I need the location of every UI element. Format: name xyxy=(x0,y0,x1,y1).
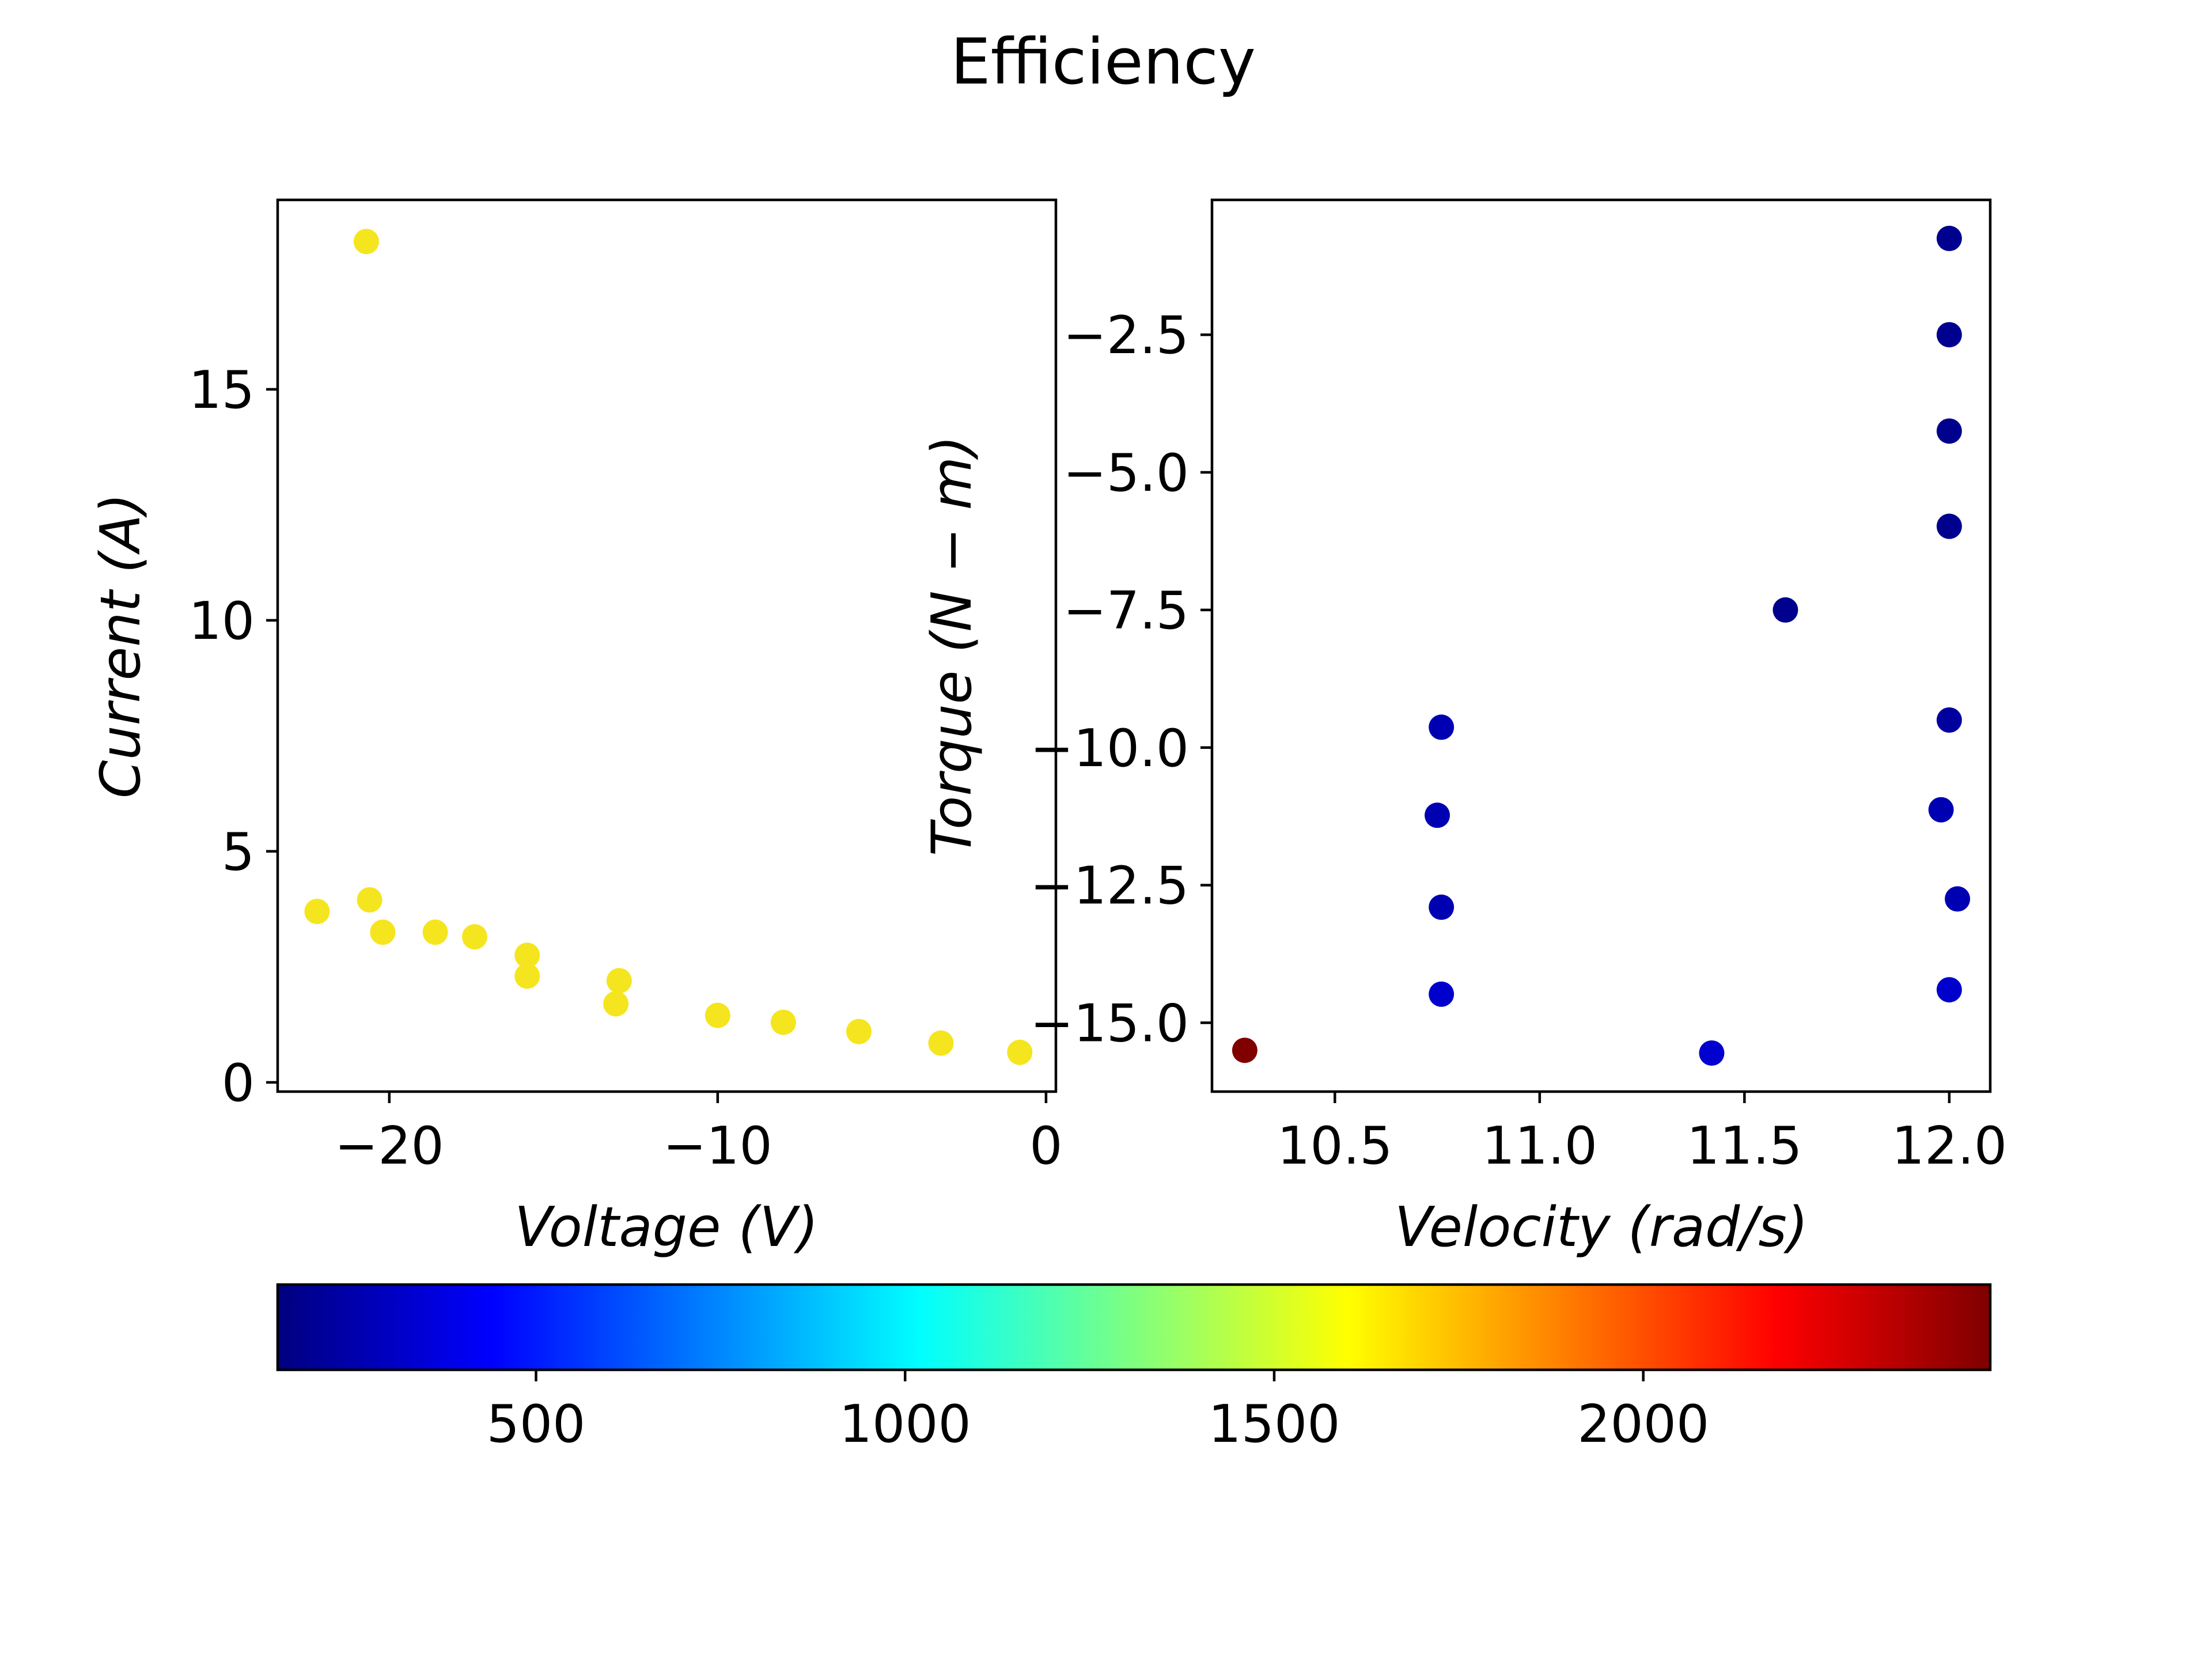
right-x-ticks: 10.5 11.0 11.5 12.0 xyxy=(1277,1092,2007,1176)
left-data-point xyxy=(304,899,330,925)
right-y-tick-label: −15.0 xyxy=(1030,994,1189,1054)
right-y-tick-label: −2.5 xyxy=(1063,305,1189,366)
left-y-axis-label: Current (A) xyxy=(89,493,153,798)
left-data-point xyxy=(353,229,379,255)
left-data-point xyxy=(704,1002,730,1028)
right-data-point xyxy=(1429,894,1455,920)
left-data-point xyxy=(846,1018,872,1044)
right-data-point xyxy=(1232,1037,1257,1063)
left-y-tick-label: 5 xyxy=(222,822,255,882)
left-x-tick-label: −10 xyxy=(663,1116,772,1176)
colorbar-tick-label: 1000 xyxy=(839,1394,971,1455)
right-data-point xyxy=(1936,225,1962,251)
right-x-tick-label: 10.5 xyxy=(1277,1116,1392,1176)
right-y-tick-label: −5.0 xyxy=(1063,443,1189,503)
right-plot-frame xyxy=(1210,198,1992,1093)
left-data-point xyxy=(928,1030,954,1056)
left-x-axis-label: Voltage (V) xyxy=(514,1196,818,1259)
right-panel: 10.5 11.0 11.5 12.0 −2.5−5.0−7.5−10.0−12.5−… xyxy=(921,198,2007,1259)
right-data-point xyxy=(1936,418,1962,444)
left-y-ticks: 0 5 10 15 xyxy=(188,360,278,1113)
left-data-point xyxy=(514,942,540,968)
colorbar-tick-label: 1500 xyxy=(1208,1394,1340,1455)
left-data-point xyxy=(514,963,540,989)
right-data-point xyxy=(1936,707,1962,733)
right-data-point xyxy=(1936,322,1962,348)
left-data-point xyxy=(1007,1039,1033,1065)
colorbar-frame xyxy=(276,1283,1992,1372)
left-data-point xyxy=(462,924,488,950)
right-points xyxy=(1232,225,1971,1066)
right-data-point xyxy=(1945,886,1971,912)
left-panel: −20 −10 0 0 5 10 15 Voltage (V) Current (A) xyxy=(89,198,1063,1259)
right-data-point xyxy=(1699,1040,1725,1066)
colorbar-tick-label: 500 xyxy=(487,1394,586,1455)
right-y-tick-label: −7.5 xyxy=(1063,581,1189,641)
left-plot-frame xyxy=(276,198,1058,1093)
left-data-point xyxy=(770,1009,796,1035)
right-data-point xyxy=(1936,513,1962,539)
right-data-point xyxy=(1928,797,1954,823)
left-points xyxy=(304,229,1033,1065)
left-data-point xyxy=(422,919,448,945)
left-x-ticks: −20 −10 0 xyxy=(335,1092,1063,1176)
right-y-axis-label: Torque (N − m) xyxy=(921,435,984,856)
right-data-point xyxy=(1429,981,1455,1007)
right-data-point xyxy=(1425,802,1450,828)
right-y-tick-label: −10.0 xyxy=(1030,718,1189,779)
right-data-point xyxy=(1429,714,1455,740)
left-x-tick-label: −20 xyxy=(335,1116,444,1176)
right-data-point xyxy=(1936,977,1962,1003)
left-y-tick-label: 15 xyxy=(188,360,255,421)
colorbar-ticks: 500 1000 1500 2000 xyxy=(487,1370,1709,1455)
colorbar-tick-label: 2000 xyxy=(1577,1394,1709,1455)
right-y-tick-label: −12.5 xyxy=(1030,856,1189,916)
right-y-ticks: −2.5 −5.0 −7.5 −10.0 −12.5 −15.0 xyxy=(1030,305,1212,1054)
left-data-point xyxy=(606,968,632,994)
colorbar: 500 1000 1500 2000 xyxy=(276,1283,1992,1455)
right-x-tick-label: 11.5 xyxy=(1687,1116,1802,1176)
left-data-point xyxy=(603,991,629,1017)
right-x-tick-label: 11.0 xyxy=(1482,1116,1597,1176)
right-data-point xyxy=(1772,597,1798,623)
left-data-point xyxy=(357,887,382,913)
right-x-tick-label: 12.0 xyxy=(1892,1116,2007,1176)
left-y-tick-label: 0 xyxy=(222,1053,255,1113)
chart-title: Efficiency xyxy=(950,25,1256,99)
colorbar-gradient xyxy=(278,1285,1990,1370)
left-data-point xyxy=(370,919,396,945)
left-y-tick-label: 10 xyxy=(188,591,255,652)
right-x-axis-label: Velocity (rad/s) xyxy=(1395,1196,1808,1259)
left-x-tick-label: 0 xyxy=(1029,1116,1062,1176)
